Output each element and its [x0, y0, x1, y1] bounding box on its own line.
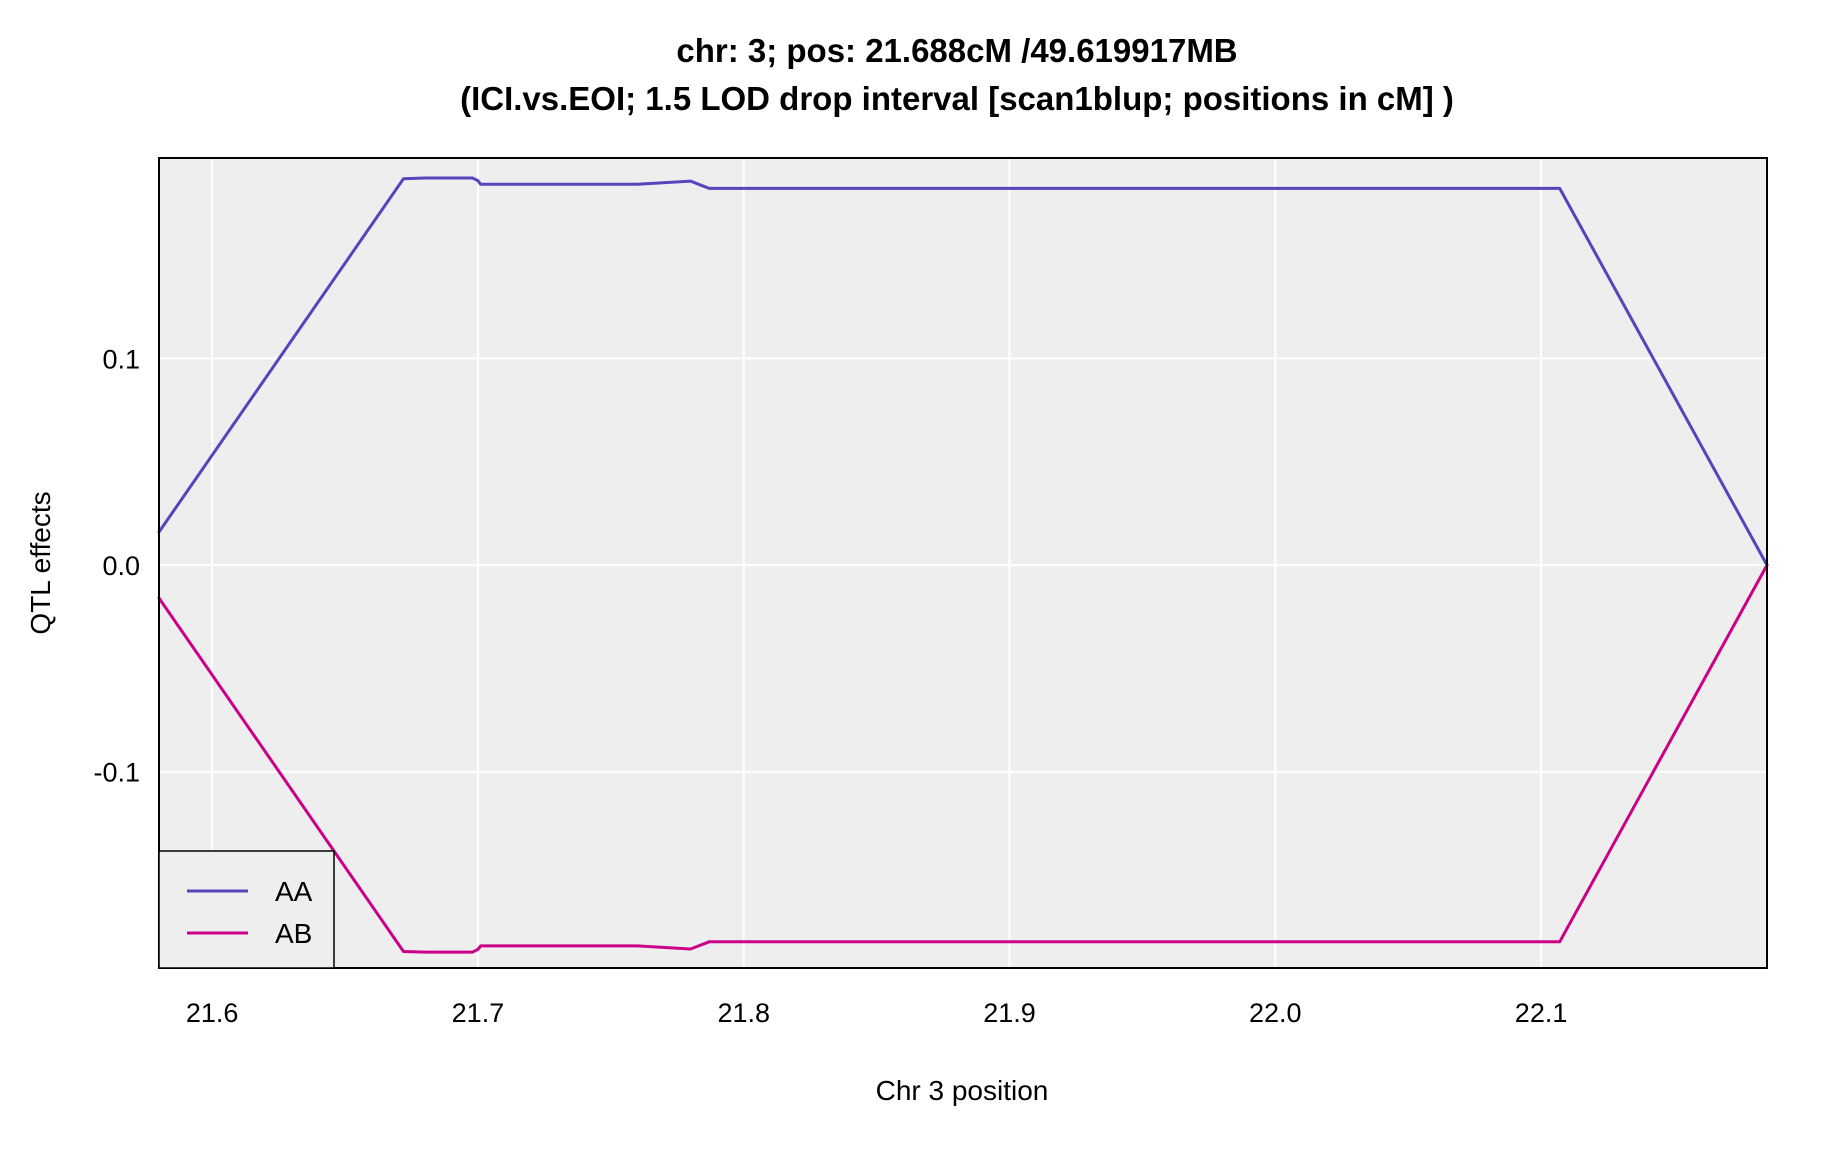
series-lines — [157, 176, 1769, 954]
x-axis-label: Chr 3 position — [876, 1075, 1049, 1106]
legend-box — [158, 850, 335, 969]
y-tick-label: 0.1 — [102, 344, 140, 374]
plot-frame — [158, 157, 1768, 969]
chart-title: chr: 3; pos: 21.688cM /49.619917MB — [676, 32, 1237, 69]
chart-subtitle: (ICI.vs.EOI; 1.5 LOD drop interval [scan… — [460, 80, 1454, 117]
legend-items: AA AB — [187, 876, 313, 949]
y-tick-label: 0.0 — [102, 551, 140, 581]
x-tick-label: 21.8 — [717, 998, 770, 1028]
x-tick-label: 22.0 — [1249, 998, 1302, 1028]
x-axis-ticks: 21.6 21.7 21.8 21.9 22.0 22.1 — [186, 998, 1567, 1028]
legend: AA AB — [158, 850, 335, 969]
y-axis-ticks: -0.1 0.0 0.1 — [93, 344, 140, 787]
series-line-aa — [157, 176, 1769, 567]
legend-label-ab: AB — [275, 918, 312, 949]
plot-area — [159, 158, 1767, 968]
grid-lines — [159, 158, 1767, 968]
y-axis-label: QTL effects — [25, 491, 56, 634]
x-tick-label: 21.7 — [452, 998, 505, 1028]
y-tick-label: -0.1 — [93, 758, 140, 788]
legend-label-aa: AA — [275, 876, 313, 907]
x-tick-label: 22.1 — [1515, 998, 1568, 1028]
x-tick-label: 21.6 — [186, 998, 239, 1028]
series-line-ab — [157, 563, 1769, 954]
x-tick-label: 21.9 — [983, 998, 1036, 1028]
